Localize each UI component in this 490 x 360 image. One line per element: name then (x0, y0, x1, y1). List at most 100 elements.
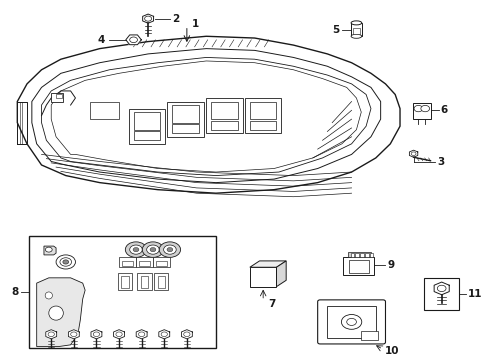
Circle shape (116, 332, 122, 337)
Text: 11: 11 (468, 289, 482, 299)
Bar (365, 253, 368, 257)
Bar (137, 273, 151, 290)
Bar (250, 102, 276, 119)
Text: 8: 8 (11, 287, 19, 297)
Bar (122, 276, 129, 288)
Bar (245, 98, 281, 133)
Polygon shape (409, 150, 418, 157)
Bar (370, 253, 373, 257)
Bar (351, 253, 354, 257)
Bar (424, 278, 459, 310)
Bar (134, 131, 160, 140)
Bar (250, 121, 276, 130)
Circle shape (167, 248, 173, 252)
Circle shape (133, 248, 139, 252)
Polygon shape (126, 35, 141, 45)
Bar (158, 276, 165, 288)
Circle shape (184, 332, 190, 337)
Bar (134, 112, 160, 130)
Polygon shape (136, 330, 147, 339)
Text: 5: 5 (332, 24, 340, 35)
Bar (355, 253, 359, 257)
Circle shape (93, 332, 99, 337)
FancyBboxPatch shape (318, 300, 386, 344)
Polygon shape (159, 330, 170, 339)
Polygon shape (114, 330, 124, 339)
Circle shape (48, 332, 54, 337)
Bar (90, 102, 119, 119)
Circle shape (142, 242, 164, 257)
Text: 7: 7 (268, 299, 275, 309)
Ellipse shape (351, 21, 362, 25)
Circle shape (130, 37, 138, 42)
Ellipse shape (347, 318, 356, 325)
Ellipse shape (45, 292, 52, 299)
Circle shape (437, 285, 446, 292)
Circle shape (150, 248, 156, 252)
Bar (250, 267, 276, 287)
Text: 1: 1 (192, 19, 199, 29)
Polygon shape (17, 36, 400, 193)
Bar (122, 261, 133, 266)
Polygon shape (181, 330, 192, 339)
Bar (153, 257, 170, 267)
Ellipse shape (342, 315, 362, 329)
Bar (129, 109, 165, 144)
Ellipse shape (351, 34, 362, 38)
Bar (361, 330, 378, 341)
Circle shape (414, 105, 423, 112)
Circle shape (145, 16, 151, 21)
Circle shape (411, 152, 416, 156)
Bar (51, 93, 63, 102)
Bar (327, 306, 376, 338)
Circle shape (60, 258, 72, 266)
Bar (172, 105, 199, 123)
Text: 4: 4 (97, 35, 104, 45)
Bar (352, 28, 360, 34)
Bar (172, 125, 199, 133)
Bar (168, 102, 204, 137)
Polygon shape (32, 49, 381, 183)
Circle shape (164, 245, 176, 254)
Bar (154, 273, 169, 290)
Circle shape (421, 105, 430, 112)
Polygon shape (44, 246, 56, 255)
Polygon shape (434, 282, 449, 295)
Polygon shape (276, 261, 286, 287)
Polygon shape (91, 330, 102, 339)
Bar (156, 261, 167, 266)
Circle shape (71, 332, 77, 337)
Polygon shape (143, 14, 153, 23)
Bar (136, 257, 153, 267)
Bar (211, 121, 238, 130)
Bar (118, 273, 132, 290)
Circle shape (147, 245, 159, 254)
Bar (206, 98, 243, 133)
Text: 10: 10 (385, 346, 399, 356)
Bar (29, 235, 216, 348)
Bar (119, 257, 136, 267)
Polygon shape (51, 61, 361, 172)
Bar (139, 261, 150, 266)
Circle shape (46, 247, 52, 252)
Bar (413, 103, 431, 119)
Circle shape (125, 242, 147, 257)
Circle shape (159, 242, 181, 257)
Bar (348, 252, 371, 257)
Bar (360, 253, 364, 257)
Text: 6: 6 (441, 105, 448, 115)
Circle shape (56, 255, 75, 269)
Bar (56, 94, 62, 98)
Text: 2: 2 (172, 14, 179, 24)
Text: 3: 3 (437, 157, 444, 167)
Bar (351, 23, 362, 36)
Circle shape (63, 260, 69, 264)
Circle shape (139, 332, 145, 337)
Text: 9: 9 (388, 261, 394, 270)
Polygon shape (42, 58, 371, 176)
Ellipse shape (49, 306, 63, 320)
Circle shape (161, 332, 168, 337)
Polygon shape (69, 330, 79, 339)
Circle shape (130, 245, 142, 254)
Polygon shape (250, 261, 286, 267)
